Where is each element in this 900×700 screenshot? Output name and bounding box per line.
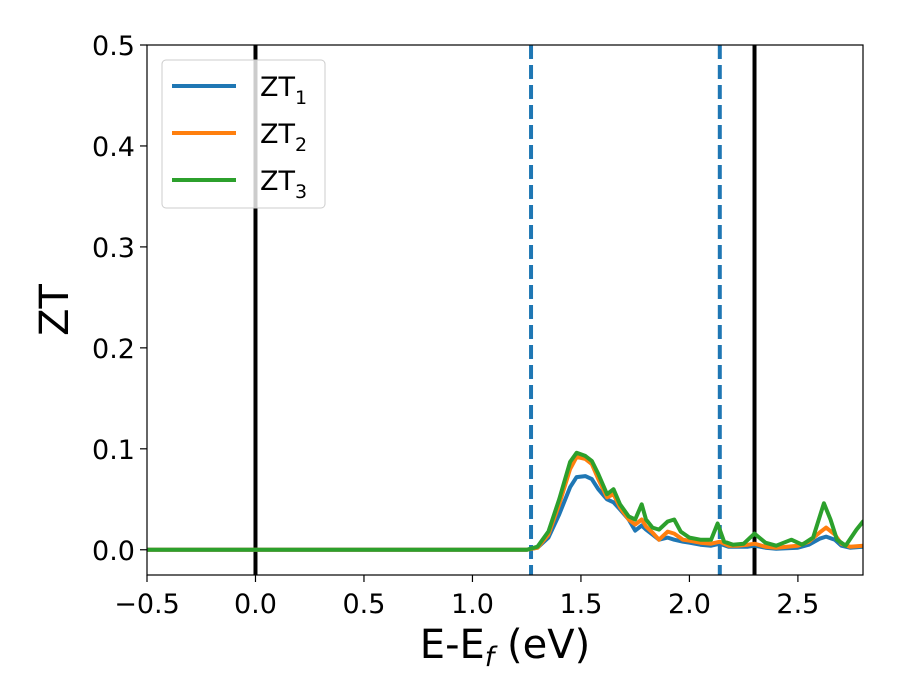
- y-axis-ticks: 0.0 0.1 0.2 0.3 0.4 0.5: [92, 31, 147, 567]
- legend-label-zt1: ZT1: [260, 72, 307, 109]
- plot-frame: [146, 44, 864, 576]
- x-tick-label: 0.0: [234, 589, 277, 620]
- y-tick-label: 0.5: [92, 31, 135, 62]
- y-tick-label: 0.3: [92, 233, 135, 264]
- series-lines: [147, 450, 863, 552]
- y-tick-label: 0.0: [92, 536, 135, 567]
- legend-label-zt2: ZT2: [260, 119, 307, 156]
- vertical-lines: [253, 45, 757, 575]
- x-tick-label: 2.0: [668, 589, 711, 620]
- x-tick-label: 1.5: [559, 589, 602, 620]
- x-axis-ticks: −0.5 0.0 0.5 1.0 1.5 2.0 2.5: [114, 575, 819, 620]
- x-tick-label: −0.5: [114, 589, 180, 620]
- x-axis-label-main: E-E: [420, 622, 485, 668]
- y-axis-label: ZT: [32, 284, 78, 336]
- series-line-zt3: [147, 450, 863, 552]
- x-tick-label: 0.5: [342, 589, 385, 620]
- x-axis-label-unit: (eV): [494, 622, 590, 668]
- x-axis-label: E-Ef (eV): [420, 622, 590, 673]
- x-tick-label: 2.5: [776, 589, 819, 620]
- legend-items: ZT1 ZT2 ZT3: [172, 72, 307, 203]
- y-tick-label: 0.1: [92, 435, 135, 466]
- x-tick-label: 1.0: [451, 589, 494, 620]
- legend: ZT1 ZT2 ZT3: [161, 59, 326, 209]
- y-tick-label: 0.2: [92, 334, 135, 365]
- legend-label-zt3: ZT3: [260, 166, 307, 203]
- legend-box: [161, 59, 326, 209]
- y-tick-label: 0.4: [92, 132, 135, 163]
